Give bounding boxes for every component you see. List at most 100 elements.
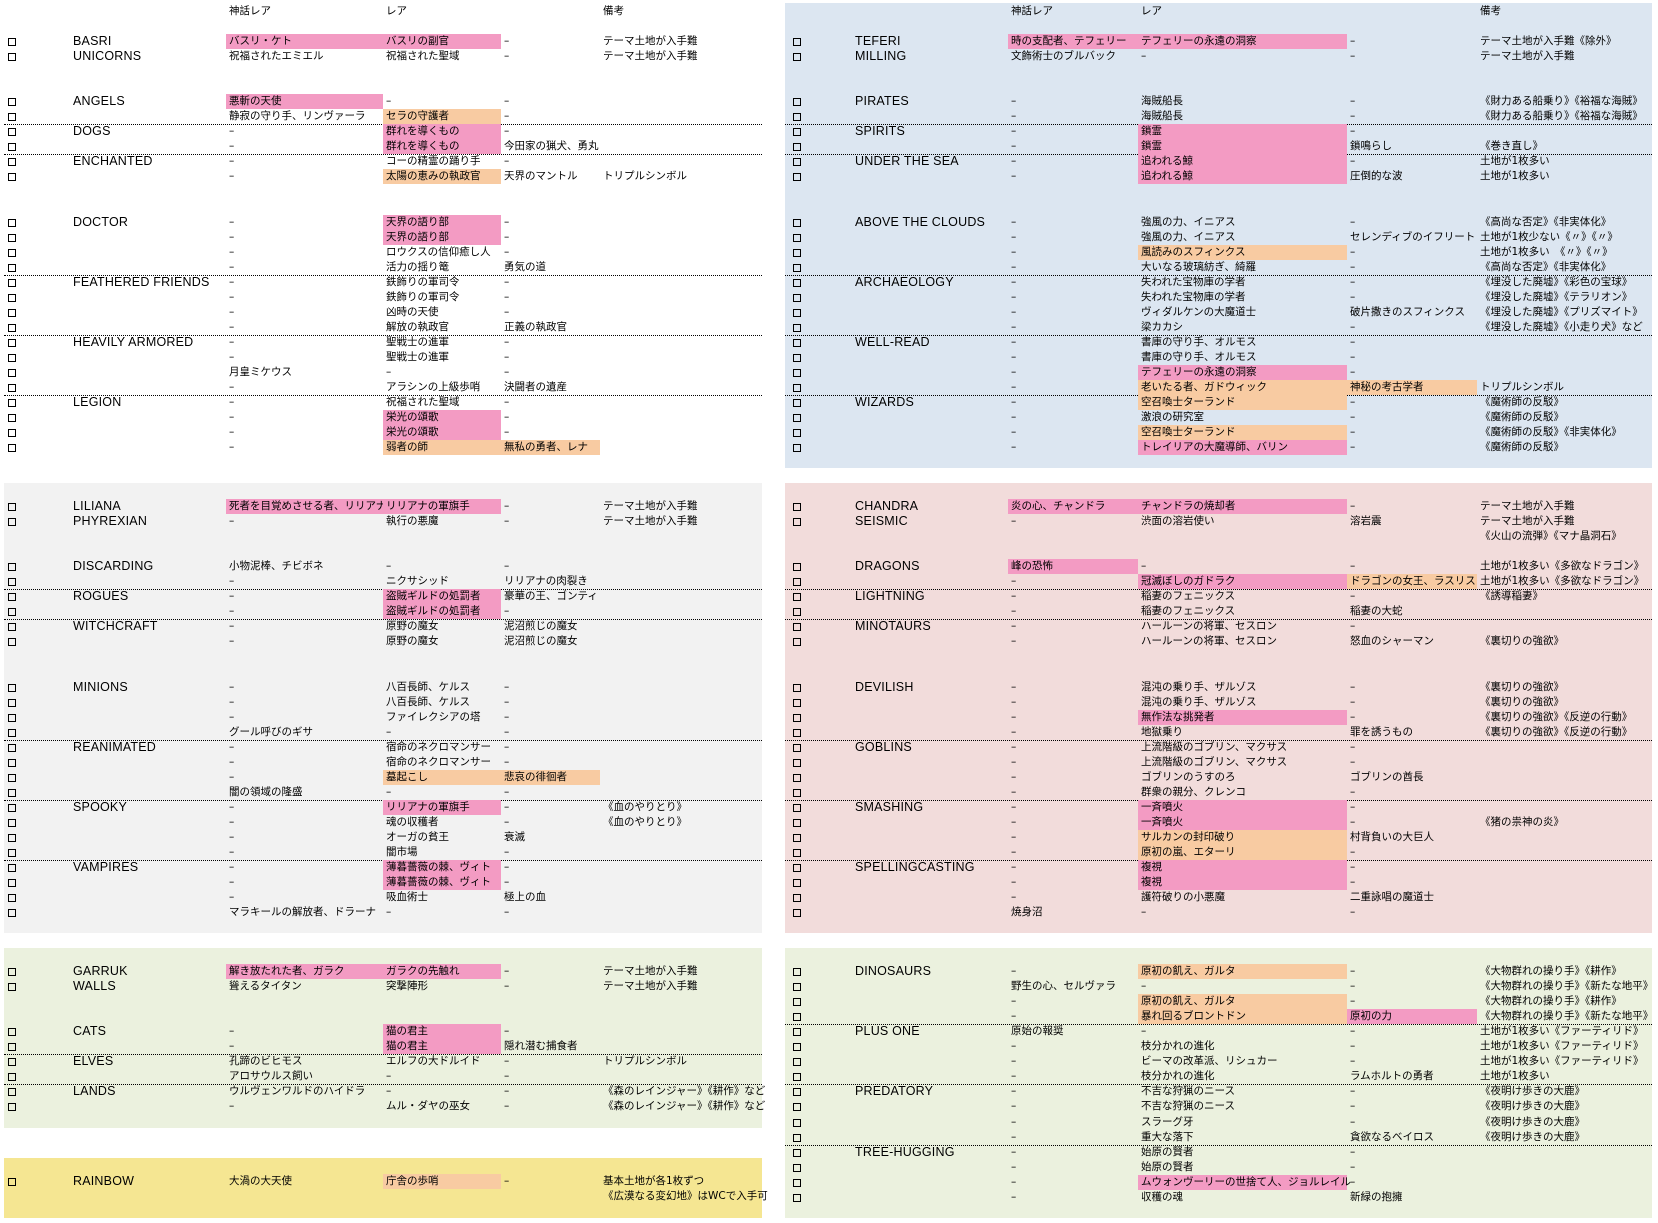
rare-cell[interactable]: ヴィダルケンの大魔道士 (1141, 306, 1257, 318)
checkbox[interactable] (8, 759, 16, 767)
mythic-cell[interactable]: 大渦の大天使 (229, 1175, 292, 1187)
rare-cell[interactable]: 複視 (1138, 875, 1347, 890)
checkbox[interactable] (793, 1149, 801, 1157)
extra-cell[interactable]: 衰滅 (504, 831, 525, 843)
note-cell[interactable]: 《魔術師の反駁》 (1480, 441, 1564, 453)
extra-cell[interactable]: – (1350, 95, 1356, 107)
mythic-cell[interactable]: – (1011, 590, 1017, 602)
mythic-cell[interactable]: 闇の領域の隆盛 (229, 786, 303, 798)
rare-cell[interactable]: 原初の飢え、ガルタ (1138, 964, 1347, 979)
note-cell[interactable]: 《夜明け歩きの大鹿》 (1480, 1085, 1585, 1097)
rare-cell[interactable]: 不吉な狩猟のニース (1141, 1100, 1235, 1112)
extra-cell[interactable]: 勇気の道 (504, 261, 546, 273)
checkbox[interactable] (793, 1043, 801, 1051)
rare-cell[interactable]: トレイリアの大魔導師、バリン (1138, 440, 1347, 455)
extra-cell[interactable]: – (504, 35, 510, 47)
mythic-cell[interactable]: – (229, 1040, 235, 1052)
note-cell[interactable]: テーマ土地が入手難《除外》 (1480, 35, 1617, 47)
rare-cell[interactable]: ハールーンの将軍、セスロン (1141, 635, 1277, 647)
mythic-cell[interactable]: – (1011, 1176, 1017, 1188)
rare-cell[interactable]: 暴れ回るブロントドン (1138, 1009, 1347, 1024)
checkbox[interactable] (8, 774, 16, 782)
checkbox[interactable] (8, 264, 16, 272)
mythic-cell[interactable]: 炎の心、チャンドラ (1008, 499, 1138, 514)
rare-cell[interactable]: 解放の執政官 (386, 321, 449, 333)
note-cell[interactable]: 《血のやりとり》 (603, 816, 687, 828)
rare-cell[interactable]: 空召喚士ターランド (1138, 425, 1347, 440)
checkbox[interactable] (793, 1164, 801, 1172)
extra-cell[interactable]: – (504, 846, 510, 858)
rare-cell[interactable]: 大いなる玻璃紡ぎ、綺羅 (1141, 261, 1256, 273)
extra-cell[interactable]: – (504, 696, 510, 708)
checkbox[interactable] (8, 219, 16, 227)
extra-cell[interactable]: – (504, 95, 510, 107)
checkbox[interactable] (793, 1058, 801, 1066)
note-cell[interactable]: 《猪の祟神の炎》 (1480, 816, 1564, 828)
checkbox[interactable] (793, 759, 801, 767)
rare-cell[interactable]: コーの精霊の踊り手 (386, 155, 481, 167)
checkbox[interactable] (793, 158, 801, 166)
note-cell[interactable]: 《裏切りの強欲》 (1480, 696, 1564, 708)
checkbox[interactable] (8, 38, 16, 46)
extra-cell[interactable]: – (1350, 681, 1356, 693)
extra-cell[interactable]: 貪欲なるベイロス (1350, 1131, 1434, 1143)
rare-cell[interactable]: 鎖霊 (1138, 124, 1347, 139)
checkbox[interactable] (8, 429, 16, 437)
mythic-cell[interactable]: – (1011, 291, 1017, 303)
note-cell[interactable]: テーマ土地が入手難 (603, 500, 698, 512)
note-cell[interactable]: テーマ土地が入手難 (603, 965, 698, 977)
mythic-cell[interactable]: – (1011, 620, 1017, 632)
checkbox[interactable] (793, 173, 801, 181)
extra-cell[interactable]: – (1350, 756, 1356, 768)
checkbox[interactable] (793, 593, 801, 601)
mythic-cell[interactable]: – (229, 756, 235, 768)
checkbox[interactable] (793, 354, 801, 362)
mythic-cell[interactable]: – (1011, 125, 1017, 137)
extra-cell[interactable]: – (504, 426, 510, 438)
rare-cell[interactable]: 盗賊ギルドの処罰者 (383, 589, 501, 604)
rare-cell[interactable]: – (1141, 560, 1147, 572)
mythic-cell[interactable]: – (1011, 711, 1017, 723)
note-cell[interactable]: 《誘導稲妻》 (1480, 590, 1543, 602)
extra-cell[interactable]: – (504, 756, 510, 768)
checkbox[interactable] (8, 1073, 16, 1081)
rare-cell[interactable]: 始原の賢者 (1141, 1161, 1194, 1173)
note-cell[interactable]: 《大物群れの操り手》《新たな地平》 (1480, 980, 1654, 992)
note-cell[interactable]: 《高尚な否定》《非実体化》 (1480, 261, 1612, 273)
checkbox[interactable] (793, 339, 801, 347)
mythic-cell[interactable]: – (229, 846, 235, 858)
rare-cell[interactable]: 鉄飾りの軍司令 (386, 276, 460, 288)
checkbox[interactable] (793, 684, 801, 692)
extra-cell[interactable]: – (504, 396, 510, 408)
rare-cell[interactable]: 聖戦士の進軍 (386, 336, 449, 348)
rare-cell[interactable]: ニクサシッド (386, 575, 449, 587)
rare-cell[interactable]: 梁カカシ (1141, 321, 1183, 333)
checkbox[interactable] (793, 1134, 801, 1142)
extra-cell[interactable]: – (504, 1085, 510, 1097)
checkbox[interactable] (8, 983, 16, 991)
checkbox[interactable] (8, 98, 16, 106)
mythic-cell[interactable]: – (229, 170, 235, 182)
checkbox[interactable] (8, 384, 16, 392)
checkbox[interactable] (793, 699, 801, 707)
note-cell[interactable]: 土地が1枚多い《ファーティリド》 (1480, 1025, 1644, 1037)
mythic-cell[interactable]: – (1011, 155, 1017, 167)
rare-cell[interactable]: 失われた宝物庫の学者 (1141, 276, 1246, 288)
extra-cell[interactable]: 隠れ潜む捕食者 (504, 1040, 578, 1052)
checkbox[interactable] (8, 623, 16, 631)
mythic-cell[interactable]: – (1011, 246, 1017, 258)
checkbox[interactable] (793, 789, 801, 797)
extra-cell[interactable]: – (504, 801, 510, 813)
extra-cell[interactable]: – (1350, 351, 1356, 363)
extra-cell[interactable]: – (504, 231, 510, 243)
checkbox[interactable] (793, 444, 801, 452)
checkbox[interactable] (8, 968, 16, 976)
extra-cell[interactable]: – (504, 155, 510, 167)
checkbox[interactable] (793, 983, 801, 991)
mythic-cell[interactable]: – (1011, 816, 1017, 828)
checkbox[interactable] (793, 503, 801, 511)
rare-cell[interactable]: オーガの貧王 (386, 831, 449, 843)
extra-cell[interactable]: 悲哀の徘徊者 (501, 770, 600, 785)
rare-cell[interactable]: 原野の魔女 (386, 620, 439, 632)
mythic-cell[interactable]: – (1011, 441, 1017, 453)
